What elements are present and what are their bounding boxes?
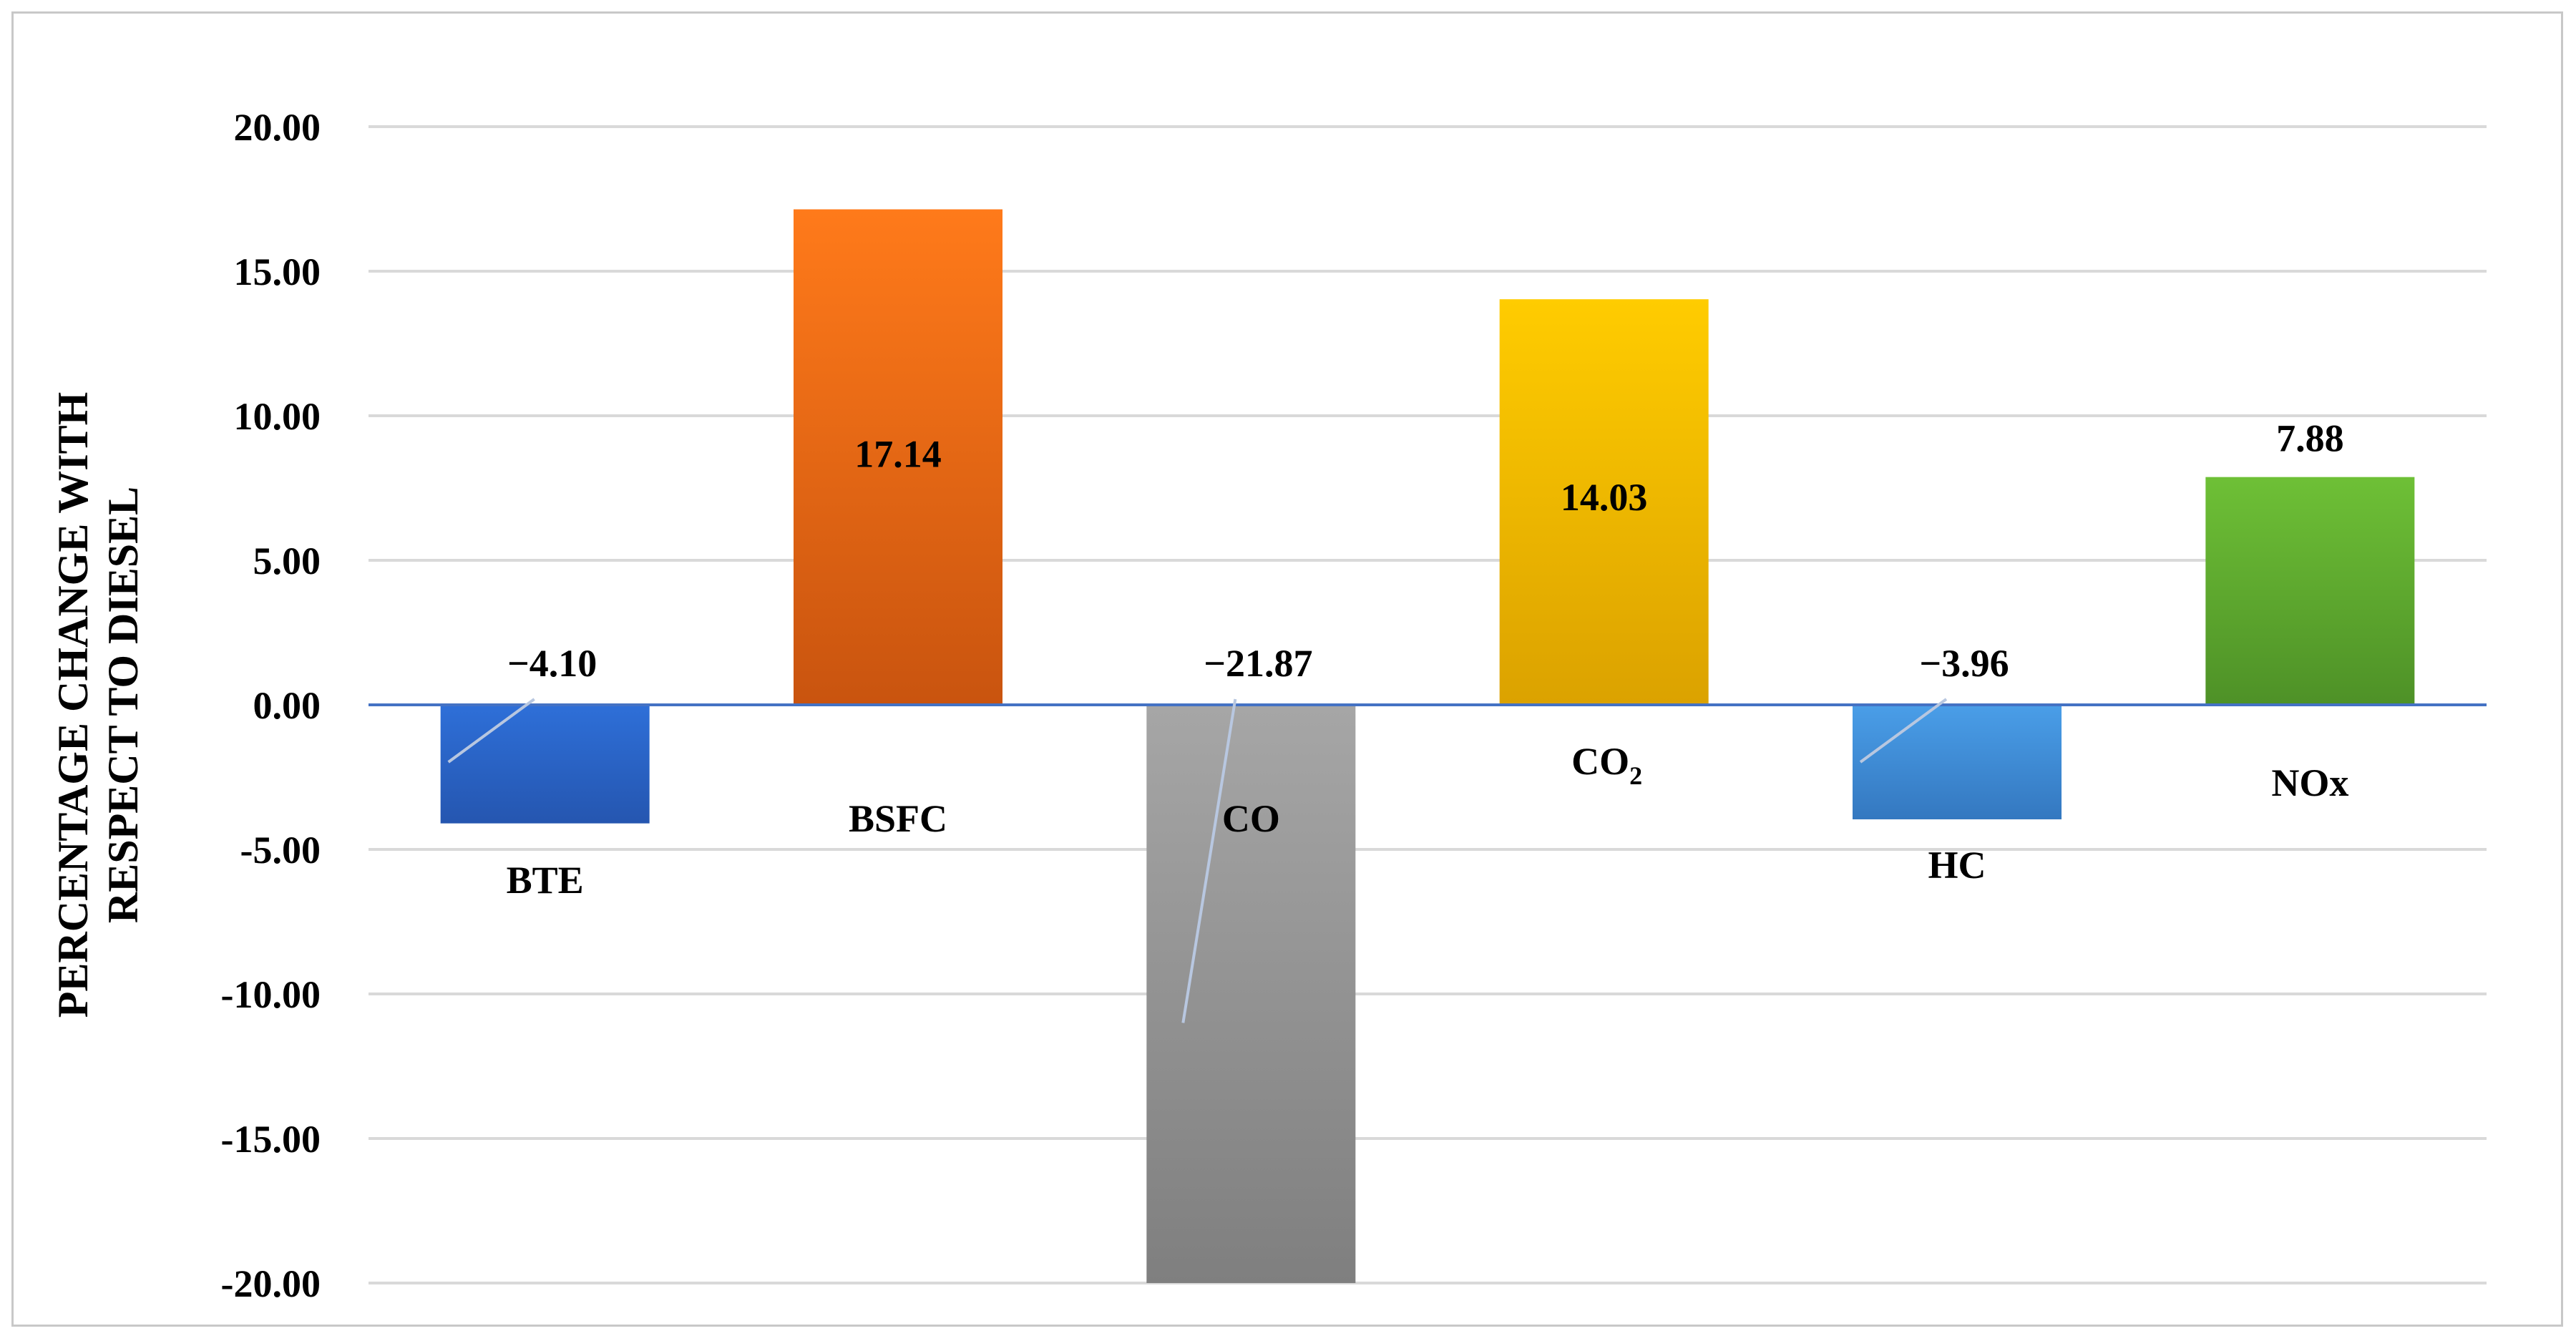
data-label-hc: −3.96: [1919, 642, 2009, 685]
bar-bte: [440, 705, 650, 824]
y-tick-label: -20.00: [221, 1262, 321, 1305]
y-tick-label: 20.00: [234, 106, 321, 149]
y-tick-label: 15.00: [234, 250, 321, 293]
bar-bsfc: [794, 209, 1002, 705]
y-tick-label: 5.00: [253, 540, 321, 582]
data-label-leader: [447, 698, 535, 764]
y-tick-label: -10.00: [221, 973, 321, 1016]
category-label-bte: BTE: [507, 859, 584, 902]
category-label-co: CO: [1222, 797, 1280, 840]
category-label-hc: HC: [1928, 844, 1986, 887]
y-axis-title: PERCENTAGE CHANGE WITHRESPECT TO DIESEL: [49, 392, 147, 1018]
category-label-nox: NOx: [2271, 761, 2348, 804]
category-label-bsfc: BSFC: [849, 797, 947, 840]
bar-co: [1146, 705, 1356, 1283]
y-tick-label: 0.00: [253, 684, 321, 727]
data-label-bte: −4.10: [507, 642, 597, 685]
y-tick-label: -5.00: [240, 829, 321, 872]
data-label-nox: 7.88: [2276, 417, 2344, 460]
data-label-co2: 14.03: [1561, 476, 1648, 519]
data-label-bsfc: 17.14: [854, 433, 942, 476]
bar-nox: [2205, 477, 2415, 705]
y-tick-label: 10.00: [234, 395, 321, 438]
y-tick-label: -15.00: [221, 1118, 321, 1161]
bar-co2: [1499, 299, 1709, 705]
data-label-co: −21.87: [1204, 642, 1312, 685]
data-label-leader: [1181, 698, 1237, 1023]
data-label-leader: [1859, 698, 1948, 764]
category-label-co2: CO2: [1571, 740, 1642, 790]
bar-hc: [1853, 705, 2062, 819]
